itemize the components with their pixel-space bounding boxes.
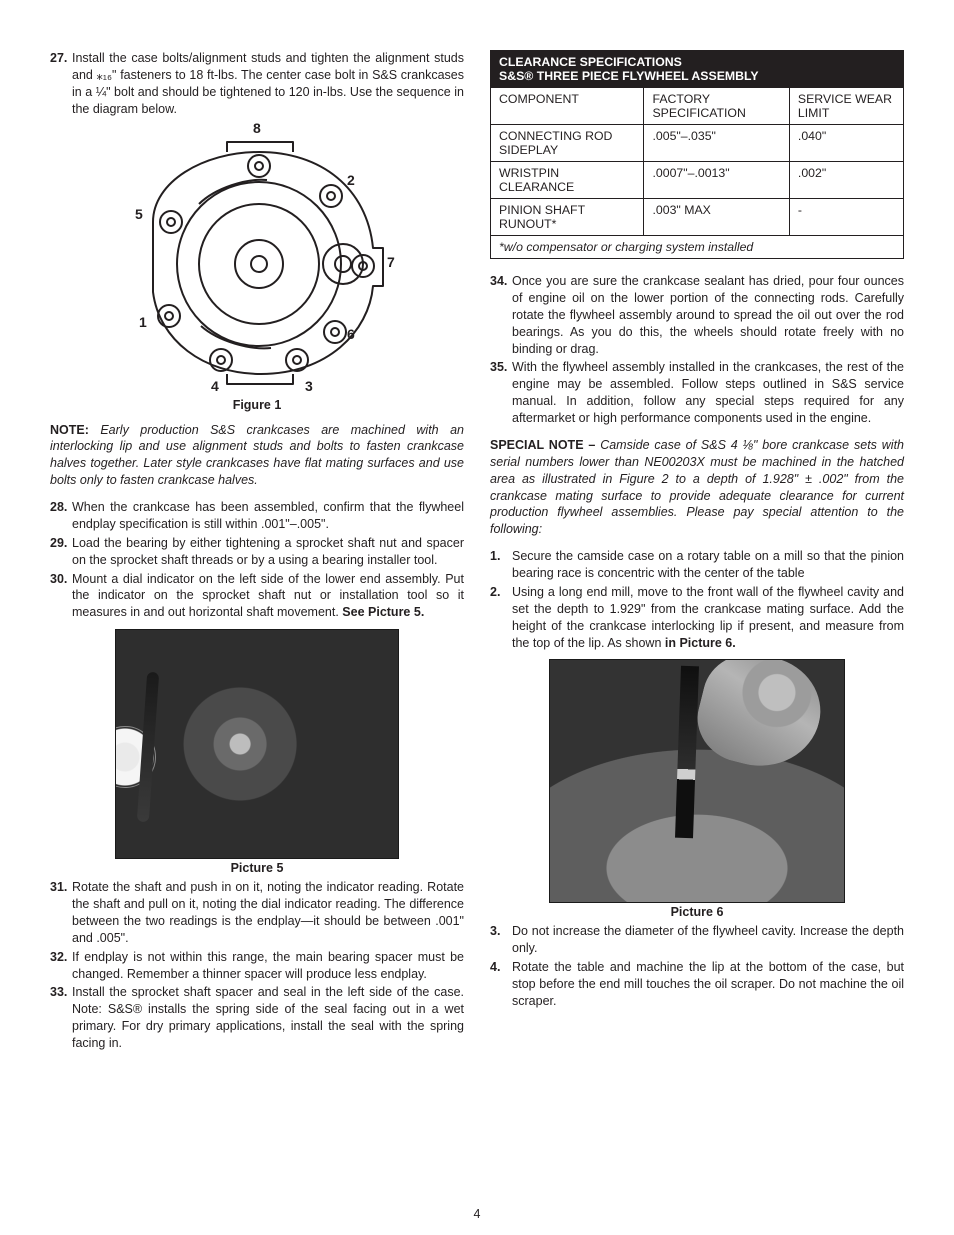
diagram-label-4: 4	[211, 378, 219, 394]
steps-31-33: 31. Rotate the shaft and push in on it, …	[50, 879, 464, 1052]
table-title: CLEARANCE SPECIFICATIONS S&S® THREE PIEC…	[491, 51, 904, 88]
step-number: 29.	[50, 535, 72, 569]
step-text: Do not increase the diameter of the flyw…	[512, 923, 904, 957]
step-34: 34. Once you are sure the crankcase seal…	[490, 273, 904, 357]
step-text: When the crankcase has been assembled, c…	[72, 499, 464, 533]
page: 27. Install the case bolts/alignment stu…	[0, 0, 954, 1235]
note-text: Early production S&S crankcases are mach…	[50, 423, 464, 488]
sn-step-1: 1. Secure the camside case on a rotary t…	[490, 548, 904, 582]
step-text: With the flywheel assembly installed in …	[512, 359, 904, 427]
diagram-label-2: 2	[347, 172, 355, 188]
table-title-line2: S&S® THREE PIECE FLYWHEEL ASSEMBLY	[499, 69, 759, 83]
col-wear-limit: SERVICE WEAR LIMIT	[789, 88, 903, 125]
step-number: 31.	[50, 879, 72, 947]
step-35: 35. With the flywheel assembly installed…	[490, 359, 904, 427]
special-note-prefix: SPECIAL NOTE –	[490, 438, 595, 452]
step-33: 33. Install the sprocket shaft spacer an…	[50, 984, 464, 1052]
step-number: 30.	[50, 571, 72, 622]
diagram-svg	[107, 126, 407, 396]
diagram-label-5: 5	[135, 206, 143, 222]
left-column: 27. Install the case bolts/alignment stu…	[50, 50, 464, 1054]
special-note-text: Camside case of S&S 4 ⅛" bore crankcase …	[490, 438, 904, 536]
step-text-ref: See Picture 5.	[342, 605, 424, 619]
diagram-label-8: 8	[253, 120, 261, 136]
cell: .0007"–.0013"	[644, 162, 789, 199]
step-text: Rotate the shaft and push in on it, noti…	[72, 879, 464, 947]
cell: WRISTPIN CLEARANCE	[491, 162, 644, 199]
cell: PINION SHAFT RUNOUT*	[491, 199, 644, 236]
steps-34-35: 34. Once you are sure the crankcase seal…	[490, 273, 904, 427]
right-column: CLEARANCE SPECIFICATIONS S&S® THREE PIEC…	[490, 50, 904, 1054]
steps-sn-3-4: 3. Do not increase the diameter of the f…	[490, 923, 904, 1009]
cell: .005"–.035"	[644, 125, 789, 162]
table-header-row: COMPONENT FACTORY SPECIFICATION SERVICE …	[491, 88, 904, 125]
step-text: Mount a dial indicator on the left side …	[72, 571, 464, 622]
clearance-spec-table: CLEARANCE SPECIFICATIONS S&S® THREE PIEC…	[490, 50, 904, 259]
table-title-line1: CLEARANCE SPECIFICATIONS	[499, 55, 682, 69]
table-row: PINION SHAFT RUNOUT* .003" MAX -	[491, 199, 904, 236]
figure-1-caption: Figure 1	[50, 398, 464, 412]
step-number: 2.	[490, 584, 512, 652]
step-31: 31. Rotate the shaft and push in on it, …	[50, 879, 464, 947]
picture-6-photo	[549, 659, 845, 903]
steps-sn-1-2: 1. Secure the camside case on a rotary t…	[490, 548, 904, 651]
step-28: 28. When the crankcase has been assemble…	[50, 499, 464, 533]
table-footnote: *w/o compensator or charging system inst…	[491, 236, 904, 259]
step-text: Load the bearing by either tightening a …	[72, 535, 464, 569]
picture-5-photo	[115, 629, 399, 859]
step-number: 1.	[490, 548, 512, 582]
step-number: 35.	[490, 359, 512, 427]
engine-case-diagram: 8 2 5 7 1 6 4 3	[107, 126, 407, 396]
sn-step-3: 3. Do not increase the diameter of the f…	[490, 923, 904, 957]
cell: .040"	[789, 125, 903, 162]
step-27: 27. Install the case bolts/alignment stu…	[50, 50, 464, 118]
diagram-label-3: 3	[305, 378, 313, 394]
picture-5: Picture 5	[50, 629, 464, 875]
picture-5-caption: Picture 5	[50, 861, 464, 875]
step-number: 34.	[490, 273, 512, 357]
table-row: WRISTPIN CLEARANCE .0007"–.0013" .002"	[491, 162, 904, 199]
sn-step-4: 4. Rotate the table and machine the lip …	[490, 959, 904, 1010]
picture-6: Picture 6	[490, 659, 904, 919]
col-factory: FACTORY SPECIFICATION	[644, 88, 789, 125]
step-text-ref: in Picture 6.	[665, 636, 736, 650]
step-text: Secure the camside case on a rotary tabl…	[512, 548, 904, 582]
cell: CONNECTING ROD SIDEPLAY	[491, 125, 644, 162]
diagram-label-6: 6	[347, 326, 355, 342]
col-component: COMPONENT	[491, 88, 644, 125]
two-column-layout: 27. Install the case bolts/alignment stu…	[50, 50, 904, 1054]
step-text: Once you are sure the crankcase sealant …	[512, 273, 904, 357]
step-text: Rotate the table and machine the lip at …	[512, 959, 904, 1010]
diagram-label-7: 7	[387, 254, 395, 270]
special-note: SPECIAL NOTE – Camside case of S&S 4 ⅛" …	[490, 437, 904, 538]
figure-1: 8 2 5 7 1 6 4 3 Figure 1	[50, 126, 464, 412]
sn-step-2: 2. Using a long end mill, move to the fr…	[490, 584, 904, 652]
step-29: 29. Load the bearing by either tightenin…	[50, 535, 464, 569]
steps-27: 27. Install the case bolts/alignment stu…	[50, 50, 464, 118]
table-row: CONNECTING ROD SIDEPLAY .005"–.035" .040…	[491, 125, 904, 162]
steps-28-30: 28. When the crankcase has been assemble…	[50, 499, 464, 621]
step-30: 30. Mount a dial indicator on the left s…	[50, 571, 464, 622]
note-prefix: NOTE:	[50, 423, 89, 437]
cell: -	[789, 199, 903, 236]
step-number: 33.	[50, 984, 72, 1052]
step-text: Using a long end mill, move to the front…	[512, 584, 904, 652]
step-number: 27.	[50, 50, 72, 118]
diagram-label-1: 1	[139, 314, 147, 330]
step-number: 32.	[50, 949, 72, 983]
step-number: 4.	[490, 959, 512, 1010]
step-number: 28.	[50, 499, 72, 533]
step-number: 3.	[490, 923, 512, 957]
step-text: Install the case bolts/alignment studs a…	[72, 50, 464, 118]
picture-6-caption: Picture 6	[490, 905, 904, 919]
note-crankcase-machining: NOTE: Early production S&S crankcases ar…	[50, 422, 464, 490]
page-number: 4	[0, 1207, 954, 1221]
cell: .002"	[789, 162, 903, 199]
cell: .003" MAX	[644, 199, 789, 236]
step-32: 32. If endplay is not within this range,…	[50, 949, 464, 983]
step-text: If endplay is not within this range, the…	[72, 949, 464, 983]
step-text: Install the sprocket shaft spacer and se…	[72, 984, 464, 1052]
